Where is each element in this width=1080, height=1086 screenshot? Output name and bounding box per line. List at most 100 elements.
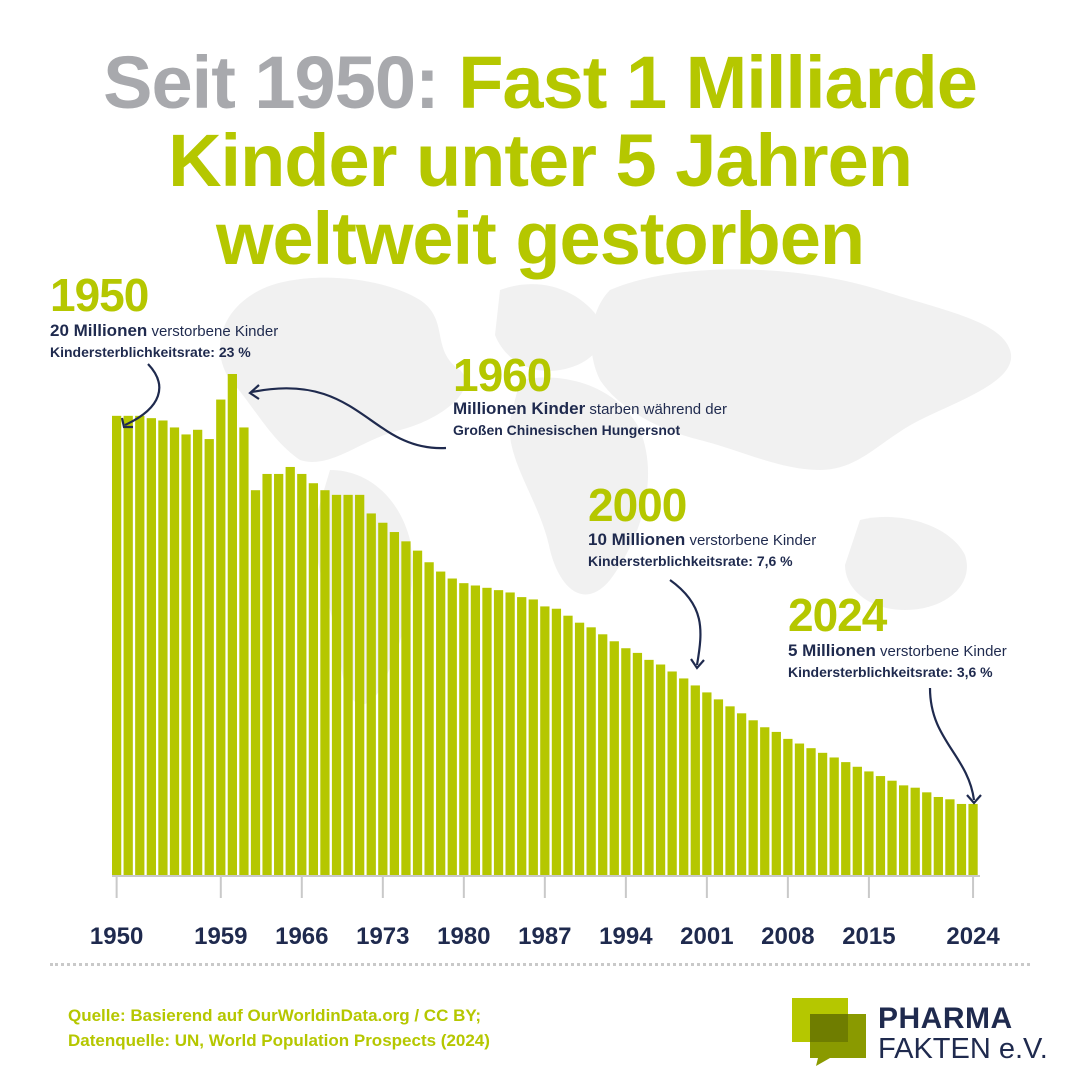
- bar-1952: [135, 416, 144, 876]
- bar-1978: [436, 572, 445, 876]
- bar-1954: [158, 420, 167, 876]
- bar-2014: [853, 767, 862, 876]
- pharma-fakten-logo: PHARMA FAKTEN e.V.: [790, 996, 1050, 1066]
- bar-2023: [957, 804, 966, 876]
- bar-2010: [806, 748, 815, 876]
- bar-2015: [864, 771, 873, 876]
- x-tick-label-2001: 2001: [680, 923, 733, 950]
- bar-1999: [679, 678, 688, 876]
- annotation-1960-desc: starben während der: [589, 401, 727, 418]
- bar-2008: [783, 739, 792, 876]
- bar-1971: [355, 495, 364, 876]
- annotation-2024-rate: Kindersterblichkeitsrate: 3,6 %: [788, 664, 993, 680]
- bar-1998: [668, 671, 677, 876]
- arrow-2024: [930, 688, 974, 800]
- bar-2003: [725, 706, 734, 876]
- x-axis-ticks: 1950 1959 1966 1973 1980 1987 1994 2001 2008 2015…: [90, 876, 1000, 950]
- bar-1993: [610, 641, 619, 876]
- bar-2020: [922, 792, 931, 876]
- arrow-1960: [252, 388, 446, 448]
- bar-1967: [309, 483, 318, 876]
- bar-2021: [934, 797, 943, 876]
- bar-1958: [205, 439, 214, 876]
- bar-1974: [390, 532, 399, 876]
- bar-1985: [517, 597, 526, 876]
- bar-1970: [343, 495, 352, 876]
- bar-2001: [702, 692, 711, 876]
- x-tick-label-1959: 1959: [194, 923, 247, 950]
- bar-1973: [378, 523, 387, 876]
- bar-1960: [228, 374, 237, 876]
- annotation-1960-text: Millionen Kinder starben während der Gro…: [453, 398, 727, 441]
- bar-1965: [286, 467, 295, 876]
- bar-2002: [714, 699, 723, 876]
- annotation-1950-year: 1950: [50, 272, 148, 318]
- bar-1987: [540, 606, 549, 876]
- bar-2016: [876, 776, 885, 876]
- bar-2006: [760, 727, 769, 876]
- annotation-2000-rate: Kindersterblichkeitsrate: 7,6 %: [588, 553, 793, 569]
- bar-1950: [112, 416, 121, 876]
- bar-1994: [621, 648, 630, 876]
- annotation-2024-year: 2024: [788, 592, 886, 638]
- bar-1972: [367, 513, 376, 876]
- bar-1975: [401, 541, 410, 876]
- annotation-1960-year: 1960: [453, 352, 551, 398]
- bar-1976: [413, 551, 422, 876]
- source-line-1: Quelle: Basierend auf OurWorldinData.org…: [68, 1006, 481, 1025]
- bar-1996: [644, 660, 653, 876]
- x-tick-label-1987: 1987: [518, 923, 571, 950]
- bar-1982: [482, 588, 491, 876]
- bar-2009: [795, 744, 804, 876]
- annotation-1950-bold: 20 Millionen: [50, 321, 147, 340]
- logo-line-2: FAKTEN e.V.: [878, 1034, 1048, 1064]
- bar-2017: [887, 781, 896, 876]
- bar-1969: [332, 495, 341, 876]
- bar-1983: [494, 590, 503, 876]
- annotation-1960-line2: Großen Chinesischen Hungersnot: [453, 422, 680, 438]
- bar-1951: [124, 416, 133, 876]
- logo-line-1: PHARMA: [878, 1004, 1013, 1034]
- bar-1986: [529, 599, 538, 876]
- annotation-2000-text: 10 Millionen verstorbene Kinder Kinderst…: [588, 529, 816, 572]
- bar-1964: [274, 474, 283, 876]
- bar-1955: [170, 427, 179, 876]
- bar-2012: [830, 757, 839, 876]
- annotation-1950-desc: verstorbene Kinder: [151, 323, 278, 340]
- bar-2018: [899, 785, 908, 876]
- x-tick-label-1966: 1966: [275, 923, 328, 950]
- x-tick-label-1973: 1973: [356, 923, 409, 950]
- bar-1997: [656, 665, 665, 876]
- bar-2019: [911, 788, 920, 876]
- bar-1953: [147, 418, 156, 876]
- annotation-1950-rate: Kindersterblichkeitsrate: 23 %: [50, 344, 251, 360]
- x-tick-label-2024: 2024: [946, 923, 1000, 950]
- x-tick-label-2015: 2015: [842, 923, 895, 950]
- bar-2022: [945, 799, 954, 876]
- speech-bubble-logo-icon: [790, 996, 874, 1066]
- x-tick-label-1980: 1980: [437, 923, 490, 950]
- bar-1995: [633, 653, 642, 876]
- bar-2000: [691, 685, 700, 876]
- bar-1991: [587, 627, 596, 876]
- x-tick-label-1950: 1950: [90, 923, 143, 950]
- x-tick-label-2008: 2008: [761, 923, 814, 950]
- bar-2005: [749, 720, 758, 876]
- bar-1962: [251, 490, 260, 876]
- bar-1990: [575, 623, 584, 876]
- bar-2007: [772, 732, 781, 876]
- source-line-2: Datenquelle: UN, World Population Prospe…: [68, 1031, 490, 1050]
- annotation-2000-bold: 10 Millionen: [588, 530, 685, 549]
- annotation-1950-text: 20 Millionen verstorbene Kinder Kinderst…: [50, 320, 278, 363]
- bar-1984: [505, 592, 514, 876]
- annotation-2000-desc: verstorbene Kinder: [689, 532, 816, 549]
- annotation-2000-year: 2000: [588, 482, 686, 528]
- bar-2011: [818, 753, 827, 876]
- bar-1979: [448, 579, 457, 876]
- bar-2024: [968, 804, 977, 876]
- bar-1992: [598, 634, 607, 876]
- bar-1963: [262, 474, 271, 876]
- annotation-2024-text: 5 Millionen verstorbene Kinder Kinderste…: [788, 640, 1007, 683]
- annotation-1960-bold: Millionen Kinder: [453, 399, 585, 418]
- source-note: Quelle: Basierend auf OurWorldinData.org…: [68, 1003, 490, 1053]
